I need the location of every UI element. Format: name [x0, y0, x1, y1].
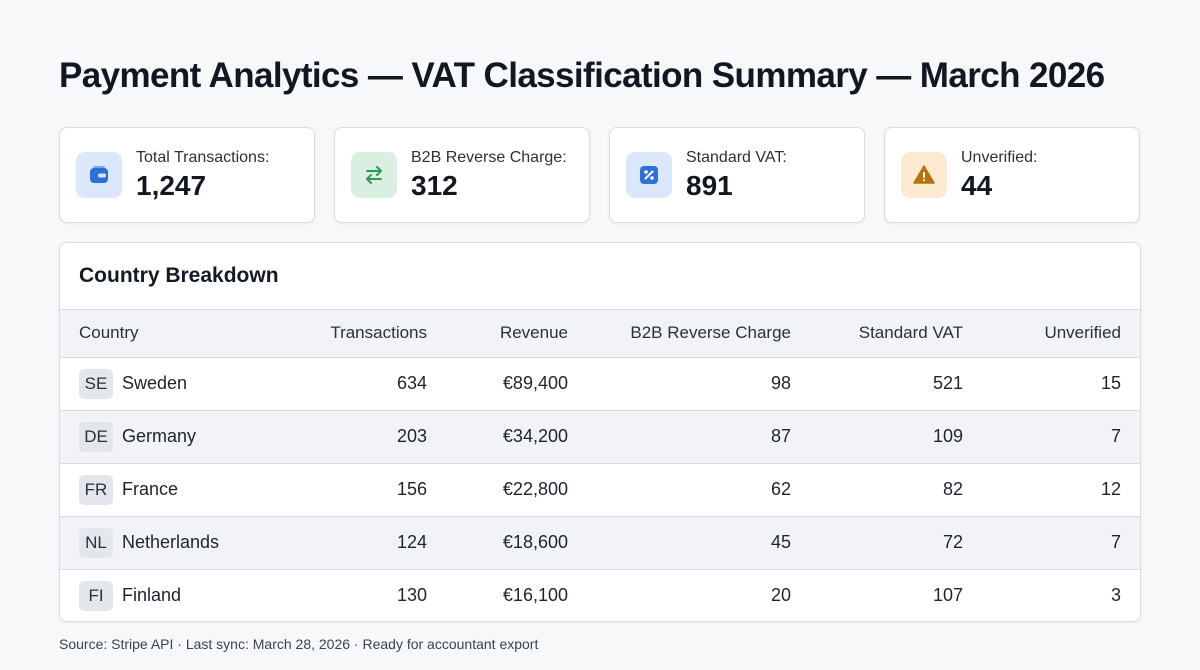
unverified-cell: 3 — [1110, 585, 1121, 606]
page-title: Payment Analytics — VAT Classification S… — [59, 56, 1105, 95]
stat-value: 312 — [411, 169, 458, 201]
wallet-icon — [76, 152, 122, 198]
standard-vat-cell: 521 — [791, 357, 963, 411]
country-name: Sweden — [122, 373, 188, 393]
footer-source-note: Source: Stripe API · Last sync: March 28… — [59, 636, 539, 652]
stat-value: 44 — [961, 169, 993, 201]
table-row[interactable]: SE Sweden 634 €89,400 98 521 15 — [60, 357, 1140, 411]
unverified-cell: 15 — [963, 357, 1140, 411]
stat-cards: Total Transactions: 1,247 B2B Reverse Ch… — [59, 127, 1141, 223]
column-header-standard-vat[interactable]: Standard VAT — [791, 310, 963, 358]
stat-card-unverified: Unverified: 44 — [884, 127, 1140, 223]
table-row[interactable]: NL Netherlands 124 €18,600 45 72 7 — [60, 516, 1140, 570]
b2b-cell: 62 — [568, 463, 791, 517]
unverified-cell: 12 — [963, 463, 1140, 517]
country-cell: FR France — [60, 463, 290, 517]
table-row[interactable]: DE Germany 203 €34,200 87 109 7 — [60, 410, 1140, 464]
standard-vat-cell: 72 — [791, 516, 963, 570]
b2b-cell: 20 — [770, 585, 791, 606]
table-row[interactable]: FR France 156 €22,800 62 82 12 — [60, 463, 1140, 517]
transactions-cell: 634 — [290, 357, 427, 411]
country-name: Germany — [122, 426, 197, 446]
country-code-badge: NL — [79, 527, 113, 558]
country-code-badge: DE — [79, 421, 113, 452]
transactions-cell: 156 — [290, 463, 427, 517]
stat-label: Total Transactions: — [136, 148, 270, 166]
unverified-cell: 7 — [963, 410, 1140, 464]
unverified-cell: 7 — [963, 516, 1140, 570]
column-header-revenue[interactable]: Revenue — [427, 310, 568, 358]
country-cell: DE Germany — [60, 410, 290, 464]
stat-card-b2b-reverse-charge: B2B Reverse Charge: 312 — [334, 127, 590, 223]
revenue-cell: €16,100 — [502, 585, 568, 606]
column-header-unverified[interactable]: Unverified — [963, 310, 1140, 358]
warning-icon — [901, 152, 947, 198]
stat-label: Standard VAT: — [686, 148, 787, 166]
swap-arrows-icon — [351, 152, 397, 198]
stat-card-total-transactions: Total Transactions: 1,247 — [59, 127, 315, 223]
country-name: Netherlands — [122, 532, 220, 552]
stat-value: 891 — [686, 169, 733, 201]
country-cell: FI Finland — [60, 569, 290, 621]
stat-label: Unverified: — [961, 148, 1038, 166]
transactions-cell: 203 — [290, 410, 427, 464]
b2b-cell: 98 — [568, 357, 791, 411]
standard-vat-cell: 82 — [791, 463, 963, 517]
stat-card-standard-vat: Standard VAT: 891 — [609, 127, 865, 223]
country-code-badge: FR — [79, 474, 113, 505]
stat-value: 1,247 — [136, 169, 207, 201]
standard-vat-cell: 109 — [791, 410, 963, 464]
country-code-badge: FI — [79, 580, 113, 611]
column-header-b2b-reverse-charge[interactable]: B2B Reverse Charge — [568, 310, 791, 358]
transactions-cell: 124 — [290, 516, 427, 570]
country-name: France — [122, 479, 179, 499]
column-header-country[interactable]: Country — [60, 310, 290, 358]
transactions-cell: 130 — [396, 585, 427, 606]
table-row[interactable]: FI Finland 130 €16,100 20 107 3 — [60, 569, 1140, 621]
revenue-cell: €22,800 — [427, 463, 568, 517]
country-breakdown-table: Country Transactions Revenue B2B Reverse… — [60, 310, 1140, 621]
revenue-cell: €34,200 — [427, 410, 568, 464]
stat-label: B2B Reverse Charge: — [411, 148, 567, 166]
standard-vat-cell: 107 — [932, 585, 963, 606]
b2b-cell: 87 — [568, 410, 791, 464]
table-header-row: Country Transactions Revenue B2B Reverse… — [60, 310, 1140, 358]
b2b-cell: 45 — [568, 516, 791, 570]
country-breakdown-panel: Country Breakdown Country Transactions R… — [59, 242, 1141, 622]
country-cell: NL Netherlands — [60, 516, 290, 570]
country-name: Finland — [122, 585, 182, 606]
percent-icon — [626, 152, 672, 198]
revenue-cell: €89,400 — [427, 357, 568, 411]
column-header-transactions[interactable]: Transactions — [290, 310, 427, 358]
revenue-cell: €18,600 — [427, 516, 568, 570]
country-code-badge: SE — [79, 368, 113, 399]
breakdown-title: Country Breakdown — [60, 243, 1140, 310]
country-cell: SE Sweden — [60, 357, 290, 411]
